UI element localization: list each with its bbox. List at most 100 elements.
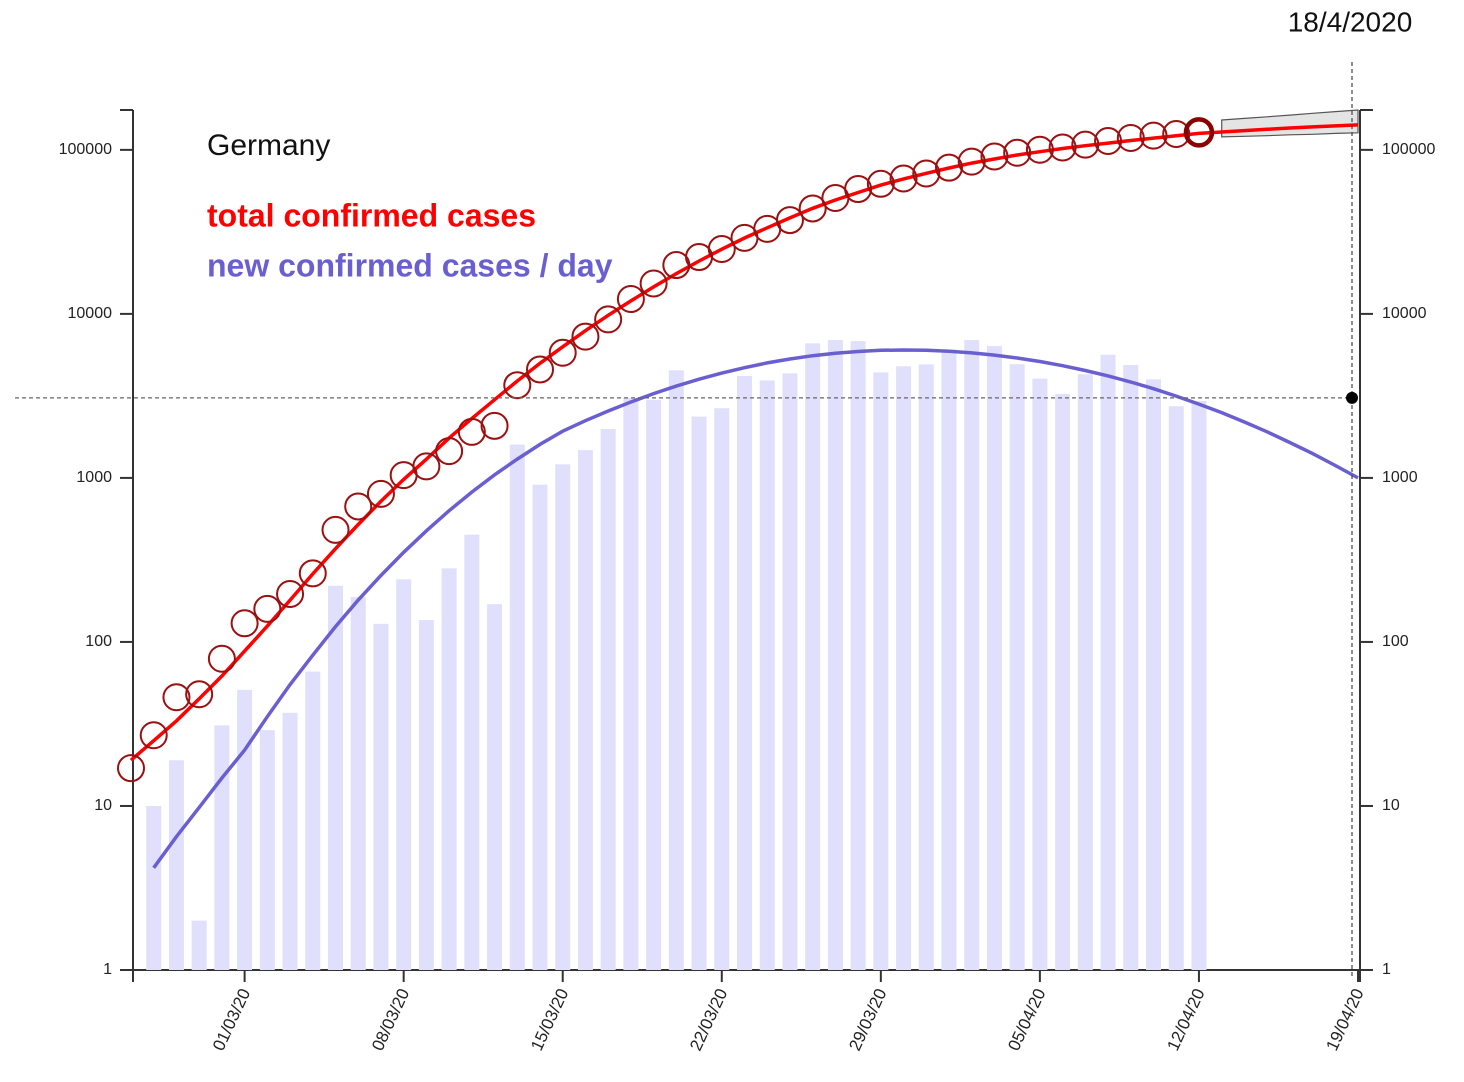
bar bbox=[259, 730, 275, 970]
data-point bbox=[457, 417, 486, 446]
data-point bbox=[230, 609, 259, 638]
data-point bbox=[298, 559, 327, 588]
data-point bbox=[571, 322, 600, 351]
y2-tick-label: 1 bbox=[1382, 961, 1391, 978]
data-point bbox=[526, 355, 554, 384]
data-point bbox=[1071, 130, 1100, 159]
data-point bbox=[503, 371, 532, 400]
bar bbox=[328, 585, 343, 970]
bar bbox=[964, 340, 980, 971]
data-point bbox=[344, 492, 373, 521]
data-point bbox=[889, 164, 918, 193]
data-point bbox=[1048, 133, 1077, 162]
bar bbox=[509, 444, 525, 970]
bar bbox=[918, 364, 934, 970]
data-point bbox=[548, 338, 577, 367]
y2-tick-label: 10000 bbox=[1382, 305, 1427, 322]
data-point bbox=[185, 680, 214, 709]
x-tick-label: 08/03/20 bbox=[368, 986, 413, 1054]
bar bbox=[373, 623, 389, 970]
data-point bbox=[616, 284, 645, 313]
x-tick-label: 01/03/20 bbox=[209, 986, 254, 1054]
bar bbox=[737, 375, 752, 970]
y-tick-label: 1 bbox=[103, 961, 112, 978]
bar bbox=[1032, 378, 1048, 970]
x-tick-label: 15/03/20 bbox=[527, 986, 572, 1054]
data-point bbox=[1094, 126, 1123, 155]
bar bbox=[464, 534, 480, 970]
bar bbox=[782, 373, 798, 970]
y-tick-label: 100 bbox=[85, 633, 112, 650]
bar bbox=[350, 596, 366, 970]
y-tick-label: 10000 bbox=[68, 305, 113, 322]
y-tick-label: 10 bbox=[94, 797, 112, 814]
data-point bbox=[1162, 120, 1191, 149]
data-point bbox=[980, 142, 1009, 171]
data-point bbox=[935, 153, 963, 182]
data-point bbox=[480, 411, 509, 440]
y-tick-label: 100000 bbox=[59, 141, 112, 158]
bar bbox=[305, 671, 321, 970]
data-point bbox=[866, 169, 895, 198]
data-point bbox=[253, 594, 282, 623]
bar bbox=[1100, 354, 1116, 970]
data-point bbox=[639, 269, 668, 298]
data-point bbox=[1116, 123, 1145, 152]
data-point bbox=[844, 175, 873, 204]
bar bbox=[168, 760, 184, 970]
bar bbox=[214, 725, 230, 970]
bar bbox=[896, 366, 912, 971]
data-point bbox=[1139, 121, 1168, 150]
bar bbox=[873, 372, 889, 970]
bar bbox=[441, 568, 457, 970]
bar bbox=[986, 346, 1002, 970]
bar bbox=[577, 450, 593, 971]
bar bbox=[1055, 393, 1071, 970]
y-tick-label: 1000 bbox=[76, 469, 112, 486]
data-point bbox=[139, 721, 168, 750]
bar bbox=[396, 579, 412, 970]
x-tick-label: 29/03/20 bbox=[845, 986, 890, 1054]
legend-entry: total confirmed cases bbox=[207, 197, 536, 233]
bar bbox=[1191, 400, 1207, 970]
x-tick-label: 19/04/20 bbox=[1322, 986, 1367, 1054]
y2-tick-label: 100 bbox=[1382, 633, 1409, 650]
bar bbox=[1123, 364, 1139, 970]
fit-line bbox=[129, 123, 1359, 762]
bar bbox=[805, 343, 821, 970]
data-point bbox=[276, 580, 305, 609]
data-point bbox=[117, 754, 145, 783]
bar bbox=[714, 408, 730, 970]
bar bbox=[532, 484, 548, 970]
y2-tick-label: 10 bbox=[1382, 797, 1400, 814]
bar bbox=[941, 349, 957, 970]
bar bbox=[1168, 406, 1184, 971]
bar bbox=[668, 370, 684, 970]
data-point bbox=[594, 305, 623, 334]
data-point bbox=[1003, 138, 1032, 167]
chart-title: Germany bbox=[207, 129, 330, 162]
bar bbox=[623, 398, 639, 970]
bar bbox=[1146, 379, 1161, 970]
bar bbox=[237, 689, 253, 970]
data-point bbox=[321, 515, 350, 544]
bar bbox=[418, 620, 434, 970]
forecast-band bbox=[1221, 109, 1359, 138]
bar bbox=[600, 429, 616, 970]
data-point bbox=[207, 644, 236, 673]
x-tick-label: 12/04/20 bbox=[1163, 986, 1208, 1054]
bar bbox=[191, 920, 207, 970]
data-point bbox=[162, 683, 191, 712]
fit-line bbox=[152, 348, 1359, 869]
data-point bbox=[775, 206, 804, 235]
x-tick-label: 05/04/20 bbox=[1004, 986, 1049, 1054]
bar bbox=[555, 464, 571, 970]
cursor-label: 18/4/2020 bbox=[1288, 6, 1413, 37]
bar bbox=[487, 604, 503, 970]
data-point bbox=[435, 437, 464, 466]
bar bbox=[827, 339, 843, 970]
y2-tick-label: 100000 bbox=[1382, 141, 1435, 158]
data-point bbox=[957, 147, 986, 176]
legend-entry: new confirmed cases / day bbox=[207, 247, 613, 283]
